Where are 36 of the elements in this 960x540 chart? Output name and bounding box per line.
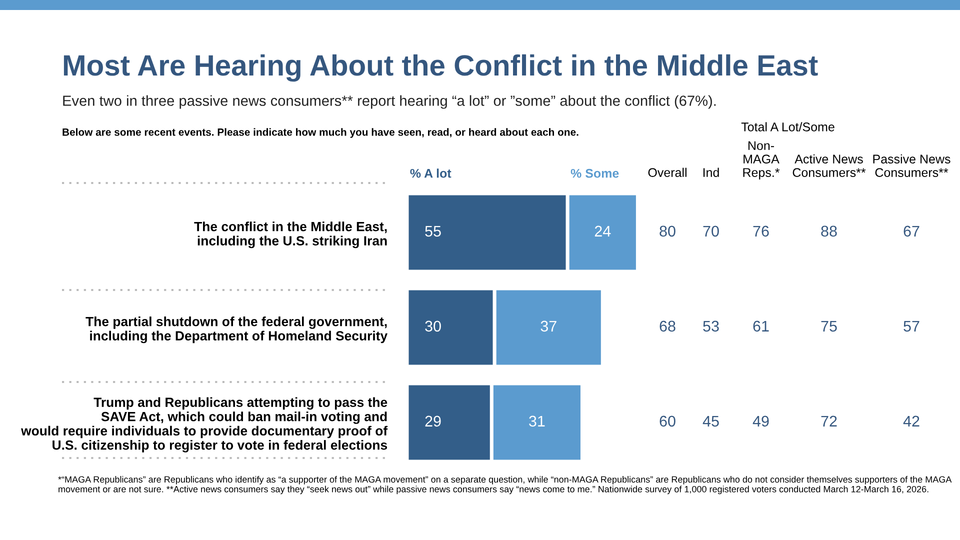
data-label: 57 (904, 320, 920, 332)
series-label: % A lot (410, 168, 452, 178)
text: *“MAGA Republicans” are Republicans who identify as “a supporter of the MAGA movement” on a separate question, while “non-MAGA Republicans” are Republicans who do not consider themselves supporters of the MAGA movement or are not sure. **Active news consumers say they “seek news out” while passive news consumers say “news come to me.” Nationwide survey of 1,000 registered voters conducted March 12-March 16, 2026. (58, 476, 952, 494)
data-label: 29 (425, 416, 441, 427)
data-label: 37 (540, 320, 556, 332)
data-label: 72 (821, 416, 837, 426)
data-label: 61 (753, 320, 769, 332)
series-label: % Some (570, 168, 619, 178)
data-label: 53 (703, 320, 719, 332)
data-label: 75 (821, 320, 837, 332)
x-tick-label: Ind (703, 168, 719, 177)
data-label: 49 (752, 416, 769, 427)
data-label: 24 (594, 226, 611, 236)
x-tick-label: Overall (648, 168, 686, 177)
data-label: 67 (904, 226, 920, 237)
text: Below are some recent events. Please indicate how much you have seen, read, or heard about each one. (62, 128, 578, 138)
data-label: 80 (660, 226, 676, 237)
data-label: 68 (660, 320, 676, 332)
data-label: 88 (821, 226, 837, 237)
data-label: 60 (660, 416, 676, 427)
y-tick-label: The conflict in the Middle East, including the U.S. striking Iran (194, 222, 387, 248)
chart-subtitle: Even two in three passive news consumers** report hearing “a lot” or ”some” about the conflict (67%). (63, 95, 716, 109)
chart-title: Total A Lot/Some (741, 122, 834, 132)
data-label: 31 (529, 416, 545, 427)
chart-title: Most Are Hearing About the Conflict in the Middle East (64, 54, 818, 82)
data-label: 42 (903, 416, 920, 426)
y-tick-label: The partial shutdown of the federal government, including the Department of Homeland Security (86, 316, 388, 344)
data-label: 45 (702, 416, 719, 427)
data-label: 30 (425, 320, 441, 332)
x-tick-label: Active News Consumers** (792, 154, 866, 177)
x-tick-label: Non- MAGA Reps.* (743, 141, 780, 180)
data-label: 70 (703, 226, 719, 237)
data-label: 76 (753, 226, 769, 237)
data-label: 55 (425, 226, 441, 237)
y-tick-label: Trump and Republicans attempting to pass the SAVE Act, which could ban mail-in voting and would require individuals to provide documentary proof of U.S. citizenship to register to vote in federal elections (21, 397, 388, 452)
x-tick-label: Passive News Consumers** (873, 154, 950, 177)
